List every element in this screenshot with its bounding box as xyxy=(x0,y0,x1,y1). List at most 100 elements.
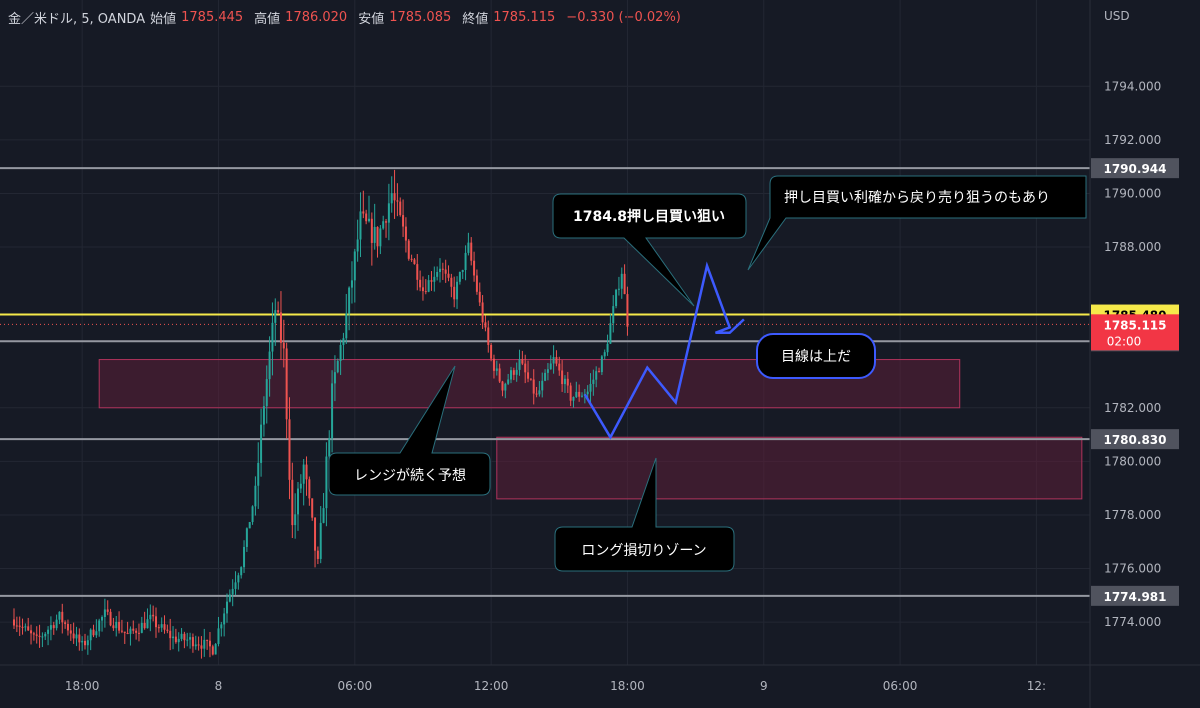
candle-body xyxy=(174,636,177,643)
candle-body xyxy=(35,634,38,636)
candle-body xyxy=(245,528,248,547)
candle-body xyxy=(217,628,220,645)
change-value: −0.330 (−0.02%) xyxy=(566,9,681,25)
candle-body xyxy=(32,633,35,635)
candle-body xyxy=(58,611,61,620)
candle-body xyxy=(504,383,507,391)
candle-body xyxy=(410,258,413,260)
callout-long-stop-text: ロング損切りゾーン xyxy=(581,543,706,559)
candle-body xyxy=(518,359,521,370)
candle-body xyxy=(436,271,439,277)
candle-body xyxy=(285,348,288,420)
candle-body xyxy=(430,280,433,282)
candle-body xyxy=(612,306,615,324)
candle-body xyxy=(620,273,623,289)
callout-buy-dip-bubble xyxy=(552,193,747,307)
candle-body xyxy=(172,636,175,639)
candle-body xyxy=(569,385,572,401)
candle-body xyxy=(277,310,280,313)
callout-range-text: レンジが続く予想 xyxy=(354,467,466,484)
candle-body xyxy=(345,313,348,339)
candle-body xyxy=(461,269,464,272)
candle-body xyxy=(555,357,558,364)
candle-body xyxy=(311,498,314,518)
candle-body xyxy=(64,622,67,624)
candle-body xyxy=(510,370,512,380)
candle-body xyxy=(126,632,129,634)
candle-body xyxy=(589,383,592,392)
price-level-labels: 1790.9441785.4801784.4811780.8301774.981… xyxy=(1091,158,1179,606)
candle-body xyxy=(271,322,274,352)
candle-body xyxy=(24,626,27,628)
candle-body xyxy=(498,368,501,382)
candle-body xyxy=(595,371,598,380)
candle-body xyxy=(512,370,515,375)
candle-body xyxy=(248,522,251,529)
open-value: 1785.445 xyxy=(181,9,244,25)
callout-take-profit: 押し目買い利確から戻り売り狙うのもあり xyxy=(747,175,1087,271)
zone-long-stop xyxy=(496,436,1083,500)
candle-body xyxy=(243,546,246,568)
low-label: 安値 xyxy=(358,11,385,27)
open-label: 始値 xyxy=(150,11,177,27)
candle-body xyxy=(407,240,410,259)
candle-body xyxy=(532,379,535,394)
candle-body xyxy=(444,269,447,274)
candle-body xyxy=(234,582,237,589)
candle-body xyxy=(302,464,305,484)
candle-body xyxy=(387,203,390,223)
candle-body xyxy=(328,438,331,457)
price-tick-label: 1788.000 xyxy=(1104,240,1161,254)
candle-body xyxy=(552,357,555,364)
high-value: 1786.020 xyxy=(285,9,348,25)
candle-body xyxy=(118,621,121,631)
candle-body xyxy=(69,630,72,634)
candle-body xyxy=(194,644,197,647)
candle-body xyxy=(563,378,566,385)
candle-body xyxy=(157,627,160,629)
candle-body xyxy=(297,488,299,515)
candle-body xyxy=(186,639,189,641)
candle-body xyxy=(529,378,532,380)
candle-body xyxy=(260,424,263,463)
candle-body xyxy=(356,239,359,252)
candle-body xyxy=(262,406,265,425)
candle-body xyxy=(268,351,271,380)
candle-body xyxy=(458,271,461,282)
candle-body xyxy=(180,633,183,639)
candle-body xyxy=(189,637,192,640)
candle-body xyxy=(385,221,388,223)
candle-body xyxy=(490,344,493,359)
last-price-tag xyxy=(1091,314,1179,351)
candle-body xyxy=(251,506,254,523)
candle-body xyxy=(416,264,419,280)
candle-body xyxy=(166,629,169,631)
candle-body xyxy=(89,629,92,641)
candle-body xyxy=(200,645,203,649)
candle-body xyxy=(359,211,362,240)
callout-long-stop-bubble xyxy=(554,457,735,572)
candle-body xyxy=(254,485,257,507)
candle-body xyxy=(424,291,427,293)
candle-body xyxy=(55,619,58,629)
time-tick-label: 12: xyxy=(1027,679,1046,693)
candle-body xyxy=(211,646,214,655)
candle-body xyxy=(566,378,569,386)
candle-body xyxy=(299,483,302,489)
candle-body xyxy=(72,633,75,639)
candle-body xyxy=(152,614,155,617)
candle-body xyxy=(95,631,98,636)
price-tick-label: 1776.000 xyxy=(1104,562,1161,576)
candle-body xyxy=(586,391,589,395)
candle-body xyxy=(75,634,78,639)
candle-body xyxy=(600,356,603,373)
level-tag xyxy=(1091,585,1179,606)
level-tag xyxy=(1091,429,1179,450)
candle-body xyxy=(41,636,44,638)
candle-body xyxy=(470,242,473,261)
candle-body xyxy=(84,640,86,646)
candle-body xyxy=(581,395,583,397)
candle-body xyxy=(163,624,166,630)
